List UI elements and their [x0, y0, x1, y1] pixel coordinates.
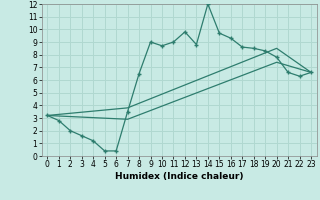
X-axis label: Humidex (Indice chaleur): Humidex (Indice chaleur) [115, 172, 244, 181]
